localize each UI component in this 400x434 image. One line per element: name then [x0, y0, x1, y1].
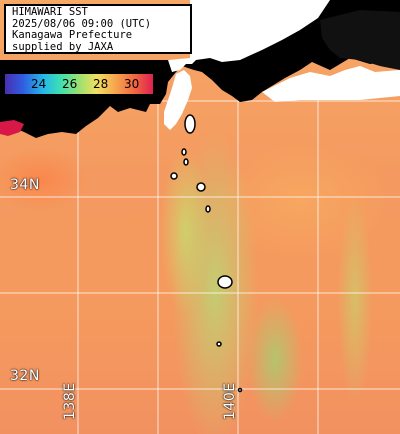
- latitude-label-34n: 34N: [10, 177, 40, 193]
- title-line-datetime: 2025/08/06 09:00 (UTC): [12, 17, 152, 30]
- island-toshima: [181, 148, 187, 156]
- island-oshima: [184, 114, 196, 134]
- land-white-mask: [168, 0, 330, 72]
- island-hachijo: [217, 275, 233, 289]
- latitude-label-32n: 32N: [10, 368, 40, 384]
- cloud-patch-east: [320, 10, 400, 70]
- longitude-label-138e: 138E: [62, 382, 78, 420]
- title-line-region: Kanagawa Prefecture: [12, 29, 133, 41]
- island-kozushima: [170, 172, 178, 180]
- title-box: HIMAWARI SST 2025/08/06 09:00 (UTC) Kana…: [4, 4, 192, 54]
- island-mikura: [205, 205, 211, 213]
- scale-tick-24: 24: [31, 77, 47, 91]
- scale-tick-30: 30: [124, 77, 140, 91]
- scale-tick-28: 28: [93, 77, 109, 91]
- longitude-label-140e: 140E: [222, 382, 238, 420]
- island-aogashima: [216, 341, 222, 347]
- color-scale-bar: 24 26 28 30: [4, 73, 154, 95]
- title-line-credit: supplied by JAXA: [12, 40, 114, 53]
- land-boso: [262, 66, 400, 102]
- island-niijima: [183, 158, 189, 166]
- island-miyake: [196, 182, 206, 192]
- grid-lines: [0, 100, 400, 434]
- izu-islands: [170, 114, 243, 393]
- land-honshu: [0, 0, 400, 138]
- scale-tick-26: 26: [62, 77, 78, 91]
- title-line-product: HIMAWARI SST: [12, 6, 88, 18]
- island-bayonnaise: [237, 387, 243, 393]
- land-izu-peninsula: [164, 70, 192, 130]
- hot-patch-west: [0, 120, 24, 136]
